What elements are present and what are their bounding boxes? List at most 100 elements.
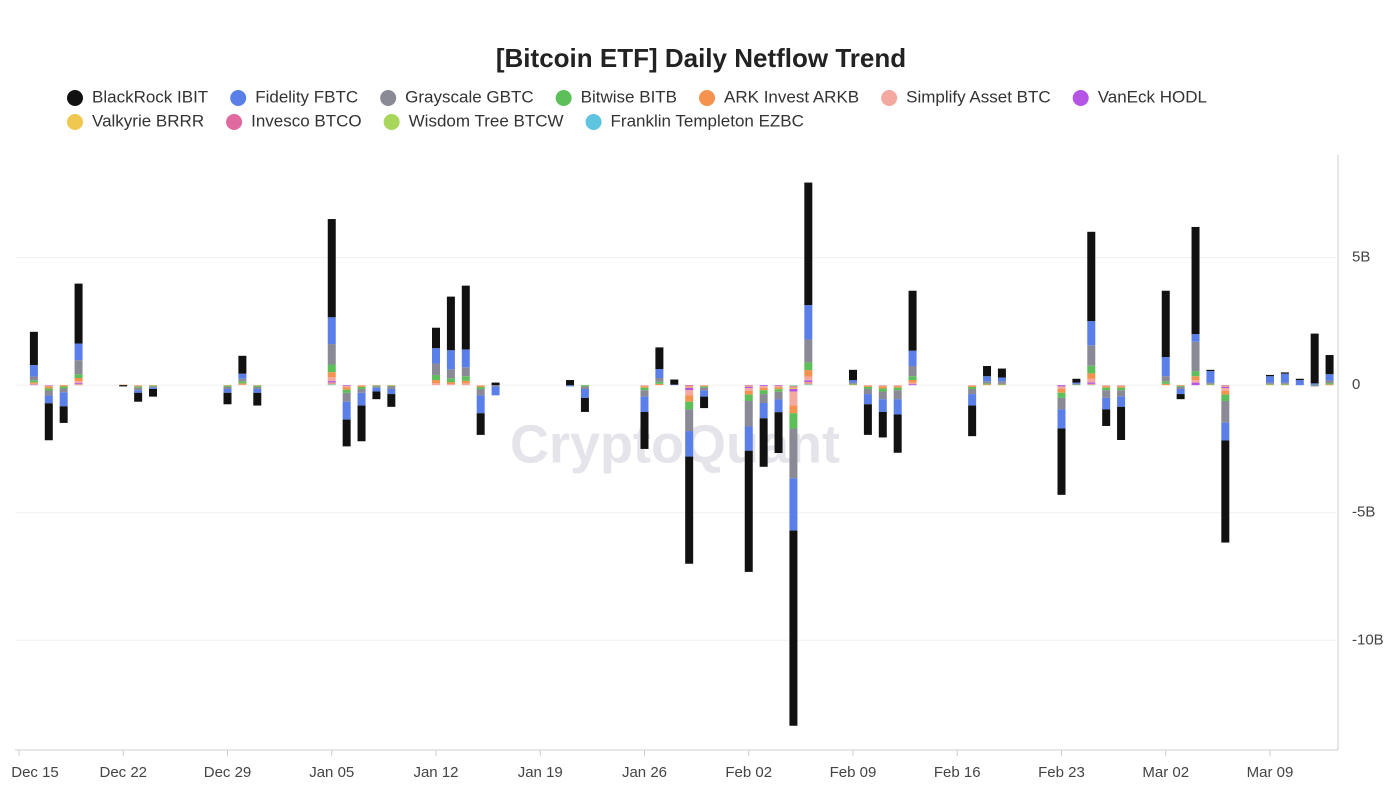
bar-segment (1266, 382, 1274, 384)
bar-segment (74, 381, 83, 384)
bar-segment (29, 380, 38, 383)
bar-segment (44, 385, 53, 386)
y-tick-label: -5B (1352, 504, 1375, 521)
bar-segment (670, 379, 679, 385)
bar-segment (774, 385, 783, 388)
bar-segment (893, 390, 902, 400)
bar-segment (1057, 428, 1066, 495)
bar-segment (1072, 382, 1081, 384)
bar-segment (789, 530, 798, 726)
bar-segment (1087, 231, 1096, 322)
bar-segment (997, 377, 1006, 382)
bar-segment (878, 388, 887, 392)
bar-segment (640, 396, 649, 412)
bar-segment (983, 383, 992, 385)
x-tick-label: Feb 09 (830, 764, 877, 781)
bar-segment (863, 385, 872, 387)
bar-segment (1191, 371, 1200, 377)
bar-segment (476, 386, 485, 389)
bar-segment (655, 369, 664, 378)
bar-segment (789, 387, 798, 389)
bar-segment (774, 391, 783, 400)
bar-segment (342, 419, 351, 447)
bar-segment (74, 384, 83, 386)
bar-segment (1176, 386, 1185, 389)
bar-segment (759, 418, 768, 467)
bar-segment (327, 382, 336, 384)
bar-segment (774, 387, 783, 390)
bar-segment (878, 385, 887, 387)
bar-segment (700, 385, 709, 387)
bar-segment (357, 386, 366, 389)
bar-segment (1310, 384, 1319, 386)
bar-segment (1057, 397, 1066, 410)
bar-segment (685, 390, 694, 396)
bar-segment (744, 385, 753, 386)
bar-segment (29, 376, 38, 381)
bar-segment (238, 383, 247, 385)
bar-segment (134, 390, 143, 393)
bar-segment (908, 382, 917, 385)
legend-marker (226, 114, 243, 130)
bar-segment (997, 368, 1006, 378)
x-tick-label: Dec 15 (11, 764, 59, 781)
legend-marker (881, 90, 898, 106)
bar-segment (327, 219, 336, 318)
x-tick-label: Dec 22 (99, 764, 147, 781)
bar-segment (223, 386, 232, 389)
bar-segment (997, 383, 1006, 385)
bar-segment (670, 384, 679, 386)
bar-segment (461, 285, 470, 350)
bar-segment (759, 386, 768, 388)
bar-segment (134, 387, 143, 391)
bar-segment (849, 383, 857, 385)
x-tick-label: Mar 02 (1142, 764, 1189, 781)
bar-segment (1325, 374, 1334, 381)
bar-segment (357, 405, 366, 442)
bar-segment (685, 401, 694, 410)
bar-segment (759, 385, 768, 387)
bar-segment (640, 411, 649, 449)
bar-segment (1176, 394, 1185, 400)
bar-segment (342, 392, 351, 402)
bar-segment (491, 386, 500, 396)
bar-segment (744, 390, 753, 395)
bar-segment (432, 327, 440, 349)
bar-segment (968, 385, 977, 386)
bar-segment (1087, 384, 1096, 385)
bar-segment (968, 405, 977, 437)
bar-segment (327, 344, 336, 365)
bar-segment (327, 384, 336, 385)
bar-segment (327, 384, 336, 386)
bar-segment (446, 296, 455, 351)
bar-segment (1280, 372, 1289, 374)
bar-segment (1221, 386, 1230, 389)
bar-segment (44, 390, 53, 396)
x-tick-label: Jan 12 (413, 764, 458, 781)
bar-segment (804, 383, 813, 385)
bar-segment (1191, 226, 1200, 335)
bar-segment (1295, 378, 1304, 381)
watermark: CryptoQuant (510, 414, 840, 474)
bar-segment (893, 387, 902, 391)
legend-label: Bitwise BITB (581, 87, 677, 106)
bar-segment (149, 385, 158, 387)
bar-segment (849, 380, 857, 383)
bar-segment (74, 343, 83, 361)
bar-segment (1310, 385, 1319, 387)
legend-label: Valkyrie BRRR (92, 111, 204, 130)
bar-segment (1280, 382, 1289, 384)
bar-segment (789, 385, 798, 386)
bar-segment (789, 388, 798, 392)
legend-marker (380, 90, 397, 106)
bar-segment (1206, 371, 1215, 383)
bar-segment (238, 373, 247, 379)
bar-segment (1221, 390, 1230, 395)
bar-segment (357, 385, 366, 386)
bar-segment (1221, 394, 1230, 401)
bar-segment (997, 384, 1006, 386)
bar-segment (387, 394, 396, 407)
bar-segment (432, 348, 440, 364)
legend-label: Grayscale GBTC (405, 87, 533, 106)
bar-segment (476, 385, 485, 387)
